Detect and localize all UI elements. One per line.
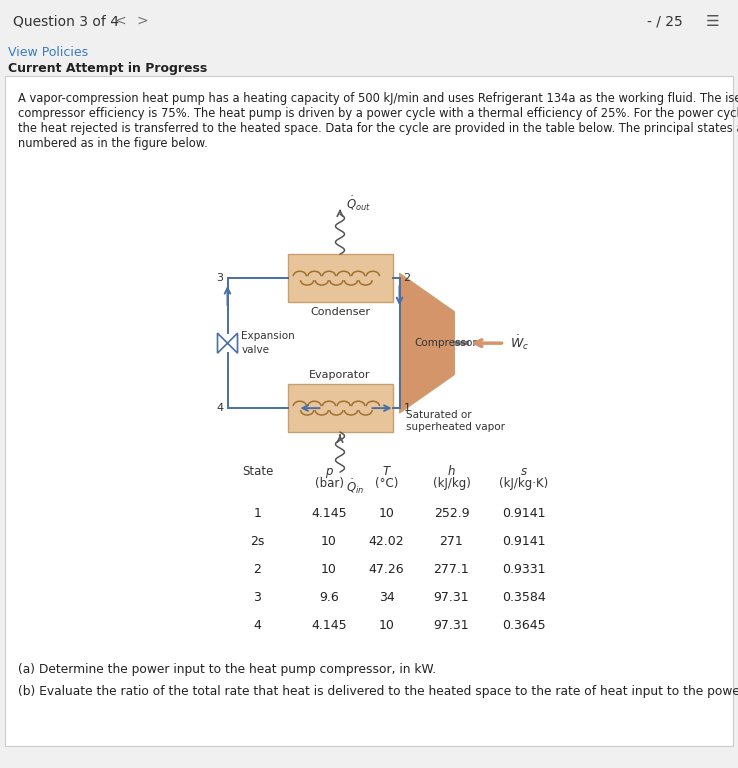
Text: >: > (137, 14, 148, 28)
Text: 47.26: 47.26 (369, 563, 404, 575)
Text: Condenser: Condenser (310, 307, 370, 317)
Text: 4.145: 4.145 (311, 507, 347, 520)
Text: T: T (383, 465, 390, 478)
Text: (bar): (bar) (314, 477, 343, 490)
Bar (288, 384, 393, 432)
Text: h: h (448, 465, 455, 478)
Text: 2: 2 (254, 563, 261, 575)
Text: 252.9: 252.9 (434, 507, 469, 520)
Text: p: p (325, 465, 333, 478)
Text: the heat rejected is transferred to the heated space. Data for the cycle are pro: the heat rejected is transferred to the … (18, 122, 738, 135)
Text: 10: 10 (379, 618, 394, 631)
Text: 1: 1 (254, 507, 261, 520)
Text: compressor efficiency is 75%. The heat pump is driven by a power cycle with a th: compressor efficiency is 75%. The heat p… (18, 108, 738, 121)
Text: (b) Evaluate the ratio of the total rate that heat is delivered to the heated sp: (b) Evaluate the ratio of the total rate… (18, 685, 738, 698)
Text: 277.1: 277.1 (434, 563, 469, 575)
Text: $\dot{Q}_{out}$: $\dot{Q}_{out}$ (346, 195, 371, 214)
Text: 10: 10 (379, 507, 394, 520)
Text: A vapor-compression heat pump has a heating capacity of 500 kJ/min and uses Refr: A vapor-compression heat pump has a heat… (18, 92, 738, 105)
Text: 0.9141: 0.9141 (503, 507, 545, 520)
Text: 2s: 2s (250, 535, 265, 548)
Bar (288, 254, 393, 302)
Text: (kJ/kg·K): (kJ/kg·K) (500, 477, 548, 490)
Text: 3: 3 (216, 273, 224, 283)
Text: 4: 4 (216, 403, 224, 413)
Text: 97.31: 97.31 (434, 618, 469, 631)
Text: View Policies: View Policies (8, 46, 88, 59)
Text: Question 3 of 4: Question 3 of 4 (13, 14, 120, 28)
Text: 10: 10 (321, 563, 337, 575)
Text: 97.31: 97.31 (434, 591, 469, 604)
Text: <: < (114, 14, 126, 28)
Text: 0.9331: 0.9331 (503, 563, 545, 575)
Text: $\dot{Q}_{in}$: $\dot{Q}_{in}$ (346, 477, 365, 495)
Text: - / 25: - / 25 (647, 14, 683, 28)
Text: 9.6: 9.6 (319, 591, 339, 604)
Text: 4.145: 4.145 (311, 618, 347, 631)
Text: Compressor: Compressor (415, 338, 477, 348)
Text: 271: 271 (440, 535, 463, 548)
Text: numbered as in the figure below.: numbered as in the figure below. (18, 137, 208, 151)
Text: 34: 34 (379, 591, 394, 604)
Text: 2: 2 (404, 273, 410, 283)
Text: Saturated or
superheated vapor: Saturated or superheated vapor (405, 410, 505, 432)
FancyBboxPatch shape (5, 76, 733, 746)
Text: (a) Determine the power input to the heat pump compressor, in kW.: (a) Determine the power input to the hea… (18, 663, 436, 676)
Text: ☰: ☰ (706, 14, 720, 28)
Text: 0.3645: 0.3645 (502, 618, 546, 631)
Text: valve: valve (241, 345, 269, 355)
Text: (°C): (°C) (375, 477, 399, 490)
Text: 1: 1 (404, 403, 410, 413)
Text: 0.3584: 0.3584 (502, 591, 546, 604)
Text: 3: 3 (254, 591, 261, 604)
Text: $\dot{W}_c$: $\dot{W}_c$ (509, 334, 528, 353)
Text: Current Attempt in Progress: Current Attempt in Progress (8, 62, 207, 75)
Text: State: State (242, 465, 273, 478)
Text: 0.9141: 0.9141 (503, 535, 545, 548)
Text: 42.02: 42.02 (369, 535, 404, 548)
Text: 4: 4 (254, 618, 261, 631)
Polygon shape (399, 273, 455, 413)
Text: s: s (521, 465, 527, 478)
Text: Evaporator: Evaporator (309, 370, 370, 380)
Text: 10: 10 (321, 535, 337, 548)
Text: (kJ/kg): (kJ/kg) (432, 477, 470, 490)
Text: Expansion: Expansion (241, 331, 295, 341)
